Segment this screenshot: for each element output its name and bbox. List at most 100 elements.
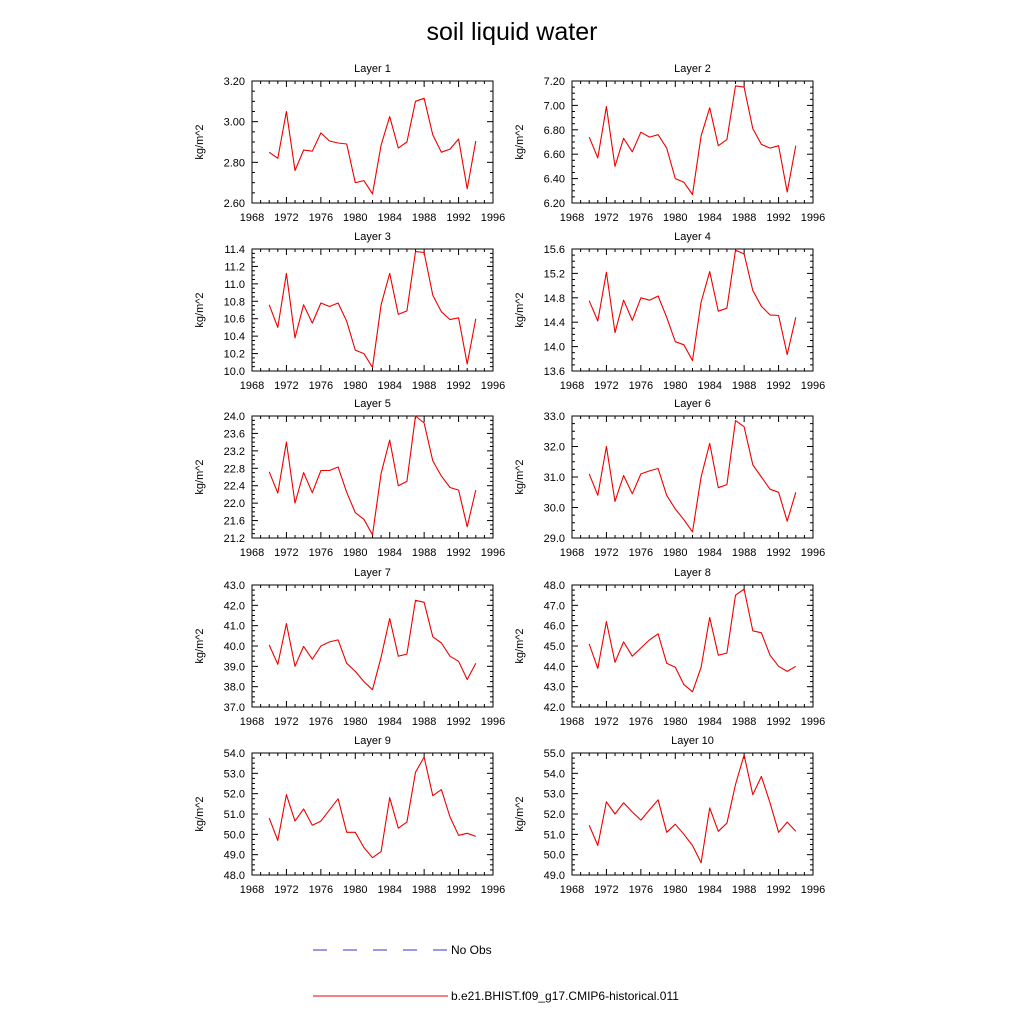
series-line xyxy=(588,420,797,533)
x-tick-label: 1996 xyxy=(801,884,825,896)
x-tick-label: 1968 xyxy=(240,547,264,559)
y-tick-label: 32.0 xyxy=(544,442,565,454)
y-tick-label: 2.80 xyxy=(224,157,245,169)
y-tick-label: 22.0 xyxy=(224,498,245,510)
plot-frame xyxy=(571,584,814,708)
x-tick-label: 1976 xyxy=(629,380,653,392)
x-tick-label: 1996 xyxy=(801,716,825,728)
panel-8: Layer 8 kg/m^2 1968 1972 1976 1980 1984 1988 199… xyxy=(514,567,825,728)
x-tick-label: 1988 xyxy=(412,716,436,728)
x-tick-label: 1988 xyxy=(412,884,436,896)
panel-4: Layer 4 kg/m^2 1968 1972 1976 1980 1984 1988 199… xyxy=(514,231,825,392)
y-tick-label: 39.0 xyxy=(224,661,245,673)
x-tick-label: 1968 xyxy=(560,716,584,728)
y-tick-label: 52.0 xyxy=(224,789,245,801)
x-tick-label: 1992 xyxy=(766,716,790,728)
panel-title: Layer 7 xyxy=(354,567,391,579)
x-tick-label: 1992 xyxy=(446,884,470,896)
x-tick-label: 1980 xyxy=(343,547,367,559)
y-tick-label: 29.0 xyxy=(544,533,565,545)
y-tick-label: 10.2 xyxy=(224,349,245,361)
plot-frame xyxy=(571,248,814,372)
x-tick-label: 1988 xyxy=(732,716,756,728)
panel-title: Layer 6 xyxy=(674,398,711,410)
y-tick-label: 22.4 xyxy=(224,481,245,493)
y-tick-label: 10.0 xyxy=(224,366,245,378)
y-tick-label: 6.20 xyxy=(544,198,565,210)
y-axis-label: kg/m^2 xyxy=(514,459,526,494)
y-tick-label: 49.0 xyxy=(544,870,565,882)
x-tick-label: 1968 xyxy=(240,380,264,392)
panel-title: Layer 10 xyxy=(671,735,714,747)
y-tick-label: 10.8 xyxy=(224,296,245,308)
y-tick-label: 37.0 xyxy=(224,702,245,714)
x-tick-label: 1976 xyxy=(309,716,333,728)
y-tick-label: 24.0 xyxy=(224,411,245,423)
y-tick-label: 7.20 xyxy=(544,76,565,88)
y-tick-label: 41.0 xyxy=(224,621,245,633)
y-tick-label: 52.0 xyxy=(544,809,565,821)
series-line xyxy=(588,754,797,864)
y-tick-label: 42.0 xyxy=(544,702,565,714)
x-tick-label: 1992 xyxy=(766,547,790,559)
y-tick-label: 53.0 xyxy=(224,768,245,780)
y-axis-label: kg/m^2 xyxy=(514,628,526,663)
legend-model-label: b.e21.BHIST.f09_g17.CMIP6-historical.011 xyxy=(451,989,679,1003)
y-axis-label: kg/m^2 xyxy=(514,796,526,831)
x-tick-label: 1976 xyxy=(309,212,333,224)
x-tick-label: 1984 xyxy=(697,716,721,728)
y-tick-label: 44.0 xyxy=(544,661,565,673)
x-tick-label: 1976 xyxy=(629,716,653,728)
x-tick-label: 1972 xyxy=(594,884,618,896)
y-tick-label: 10.4 xyxy=(224,331,245,343)
y-tick-label: 46.0 xyxy=(544,621,565,633)
y-axis-label: kg/m^2 xyxy=(194,292,206,327)
series-line xyxy=(588,588,797,693)
y-tick-label: 42.0 xyxy=(224,600,245,612)
panel-7: Layer 7 kg/m^2 1968 1972 1976 1980 1984 1988 199… xyxy=(194,567,505,728)
plot-frame xyxy=(571,80,814,204)
panel-title: Layer 2 xyxy=(674,63,711,75)
x-tick-label: 1992 xyxy=(766,884,790,896)
x-tick-label: 1972 xyxy=(594,547,618,559)
y-tick-label: 51.0 xyxy=(544,829,565,841)
x-tick-label: 1984 xyxy=(697,380,721,392)
y-tick-label: 43.0 xyxy=(224,580,245,592)
x-tick-label: 1988 xyxy=(412,380,436,392)
x-tick-label: 1984 xyxy=(377,547,401,559)
y-tick-label: 54.0 xyxy=(224,748,245,760)
figure-title: soil liquid water xyxy=(427,18,598,46)
x-tick-label: 1996 xyxy=(481,884,505,896)
y-tick-label: 45.0 xyxy=(544,641,565,653)
x-tick-label: 1984 xyxy=(377,212,401,224)
y-tick-label: 21.2 xyxy=(224,533,245,545)
x-tick-label: 1988 xyxy=(412,212,436,224)
y-axis-label: kg/m^2 xyxy=(194,459,206,494)
x-tick-label: 1984 xyxy=(377,716,401,728)
series-line xyxy=(268,599,477,691)
panel-title: Layer 9 xyxy=(354,735,391,747)
y-tick-label: 14.4 xyxy=(544,317,565,329)
y-tick-label: 43.0 xyxy=(544,682,565,694)
x-tick-label: 1980 xyxy=(343,716,367,728)
y-tick-label: 2.60 xyxy=(224,198,245,210)
x-tick-label: 1976 xyxy=(629,212,653,224)
x-tick-label: 1980 xyxy=(663,212,687,224)
x-tick-label: 1972 xyxy=(274,380,298,392)
series-line xyxy=(268,415,477,536)
x-tick-label: 1996 xyxy=(801,380,825,392)
panel-title: Layer 4 xyxy=(674,231,711,243)
y-tick-label: 11.2 xyxy=(224,261,245,273)
y-tick-label: 6.60 xyxy=(544,149,565,161)
x-tick-label: 1992 xyxy=(766,212,790,224)
x-tick-label: 1968 xyxy=(240,716,264,728)
series-line xyxy=(268,97,477,195)
y-tick-label: 50.0 xyxy=(544,850,565,862)
y-tick-label: 48.0 xyxy=(224,870,245,882)
panel-title: Layer 5 xyxy=(354,398,391,410)
panel-title: Layer 1 xyxy=(354,63,391,75)
x-tick-label: 1976 xyxy=(309,884,333,896)
x-tick-label: 1972 xyxy=(274,547,298,559)
y-axis-label: kg/m^2 xyxy=(514,124,526,159)
y-tick-label: 6.40 xyxy=(544,174,565,186)
